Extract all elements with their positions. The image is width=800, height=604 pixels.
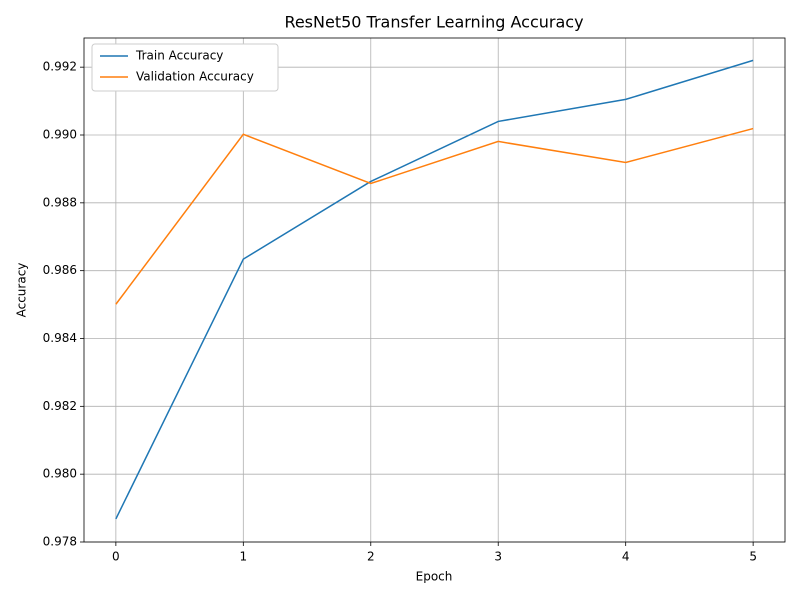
y-tick-label: 0.980 bbox=[43, 467, 77, 481]
y-tick-label: 0.988 bbox=[43, 195, 77, 209]
line-series bbox=[115, 127, 754, 305]
x-tick-label: 5 bbox=[749, 550, 757, 564]
x-tick-label: 1 bbox=[239, 550, 247, 564]
y-axis-label: Accuracy bbox=[15, 263, 29, 318]
y-tick-label: 0.984 bbox=[43, 331, 77, 345]
x-tick-label: 2 bbox=[367, 550, 375, 564]
y-tick-label: 0.978 bbox=[43, 535, 77, 549]
legend-label: Train Accuracy bbox=[135, 49, 223, 63]
legend-label: Validation Accuracy bbox=[136, 70, 254, 84]
legend-box bbox=[91, 43, 279, 92]
y-tick-label: 0.986 bbox=[43, 263, 77, 277]
x-tick-label: 0 bbox=[112, 550, 120, 564]
x-axis-label: Epoch bbox=[416, 570, 453, 584]
y-tick-label: 0.982 bbox=[43, 399, 77, 413]
x-tick-label: 3 bbox=[494, 550, 502, 564]
y-tick-label: 0.992 bbox=[43, 60, 77, 74]
line-series bbox=[115, 59, 754, 520]
chart-title: ResNet50 Transfer Learning Accuracy bbox=[284, 13, 583, 32]
y-tick-label: 0.990 bbox=[43, 128, 77, 142]
plot-frame bbox=[83, 37, 786, 543]
x-tick-label: 4 bbox=[622, 550, 630, 564]
